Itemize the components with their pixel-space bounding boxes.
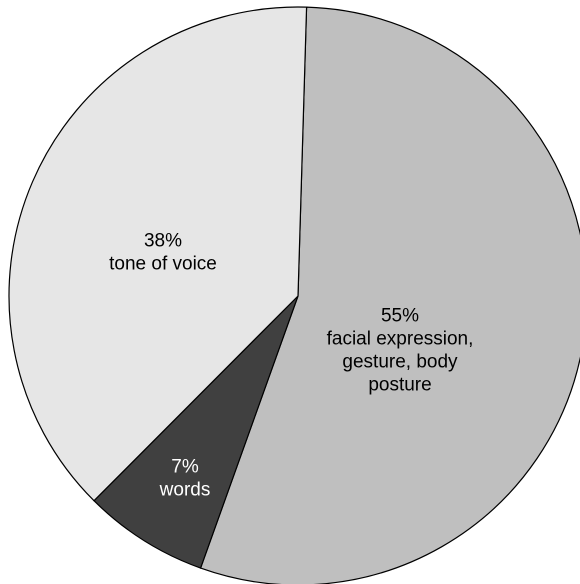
slice-percent-label: 38% — [144, 231, 182, 252]
slice-label-1: 7% words — [159, 457, 211, 501]
slice-category-label: facial expression, — [327, 329, 474, 350]
pie-slice-0 — [199, 6, 580, 584]
pie-slice-2 — [8, 6, 308, 502]
slice-percent-label: 55% — [381, 306, 419, 327]
slice-category-label: words — [159, 480, 211, 501]
pie-slice-1 — [93, 295, 299, 569]
slice-category-label: tone of voice — [109, 254, 217, 275]
slice-label-0: 55% facial expression, gesture, body postur… — [327, 306, 474, 396]
slice-label-2: 38% tone of voice — [109, 231, 217, 275]
slice-percent-label: 7% — [171, 457, 199, 478]
slice-category-label: gesture, body — [342, 352, 458, 373]
slice-category-label: posture — [368, 375, 431, 396]
